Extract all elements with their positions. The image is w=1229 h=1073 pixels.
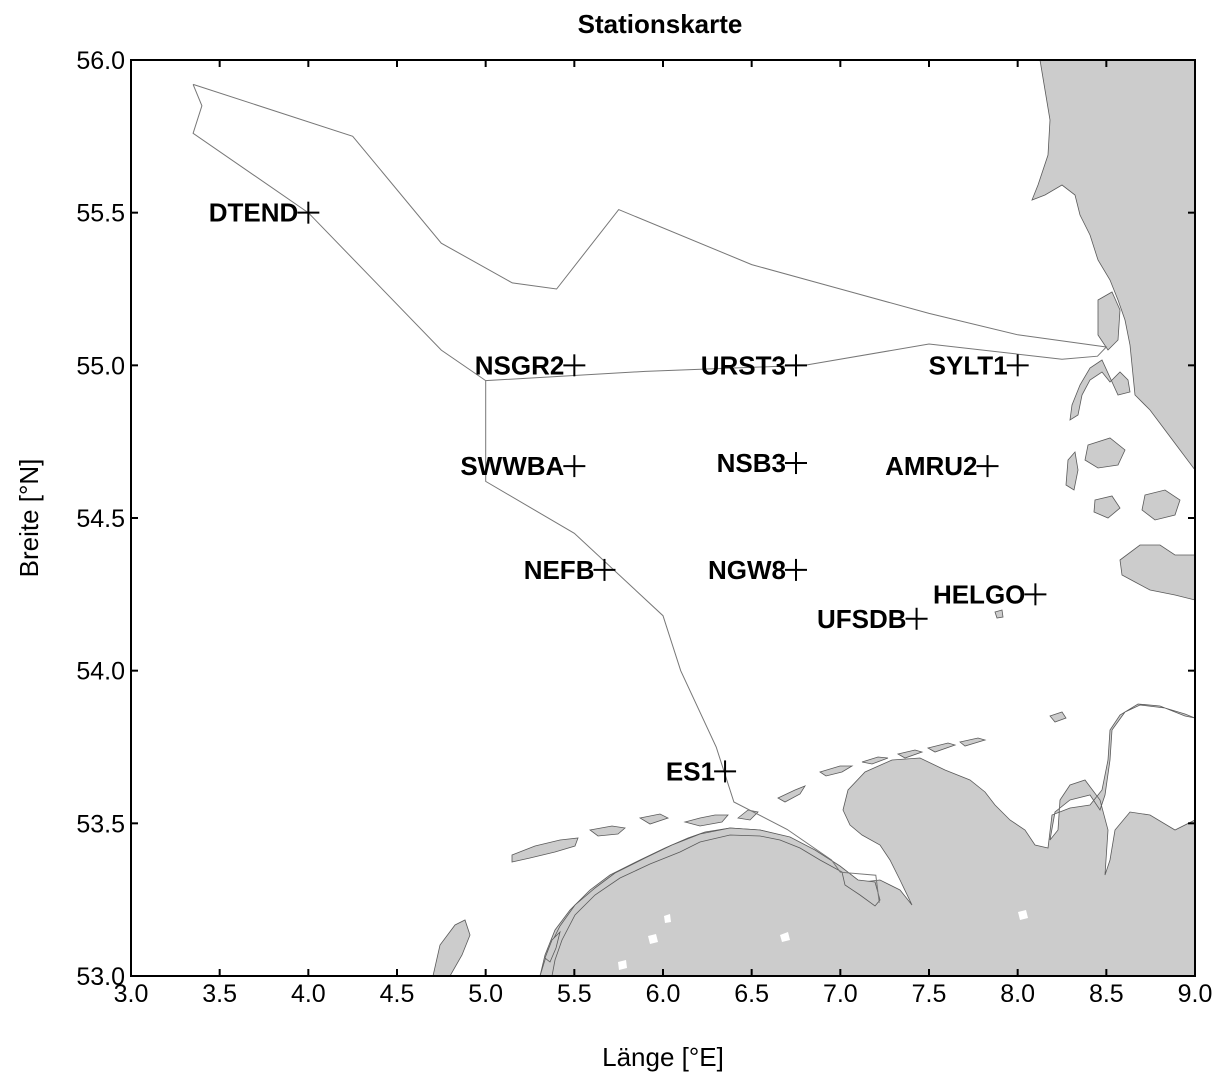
station-label: SWWBA [460,451,564,481]
lake-4 [1018,910,1028,920]
y-tick-label: 56.0 [76,47,125,75]
y-tick-label: 54.0 [76,658,125,686]
y-tick-label: 53.5 [76,810,125,838]
station-label: UFSDB [817,604,907,634]
x-tick-label: 3.5 [202,980,237,1008]
station-sylt1: SYLT1 [929,350,1029,380]
station-helgo: HELGO [933,579,1047,609]
island-borkum [737,809,759,821]
x-tick-label: 7.5 [912,980,947,1008]
station-label: NGW8 [708,555,786,585]
station-label: NSGR2 [475,350,565,380]
y-tick-label: 53.0 [76,963,125,991]
x-tick-label: 6.5 [734,980,769,1008]
station-label: URST3 [701,350,786,380]
station-urst3: URST3 [701,350,807,380]
mainland-ems-region [539,827,881,976]
x-tick-label: 8.0 [1000,980,1035,1008]
island-spiekeroog [926,742,957,753]
map-title: Stationskarte [578,9,743,39]
island-sylt [1069,359,1131,421]
station-label: NSB3 [717,448,786,478]
y-axis-title: Breite [°N] [14,459,44,578]
lake-2 [648,934,658,944]
station-label: ES1 [666,756,715,786]
station-ngw8: NGW8 [708,555,807,585]
x-tick-label: 5.0 [468,980,503,1008]
lake-1 [664,914,671,923]
boundary-line-main [192,83,1108,903]
island-schiermonnikoog [638,813,670,825]
x-tick-label: 8.5 [1089,980,1124,1008]
island-texel [432,919,471,976]
island-vlieland [544,930,561,963]
station-amru2: AMRU2 [885,451,999,481]
island-wangerooge [959,737,987,747]
x-tick-label: 4.0 [291,980,326,1008]
island-baltrum [861,756,889,765]
x-tick-label: 4.5 [380,980,415,1008]
island-amrum [1065,451,1079,491]
station-dtend: DTEND [209,198,320,228]
y-axis: 53.0 53.5 54.0 54.5 55.0 55.5 56.0 [76,47,1195,991]
boundary-line-west [192,84,486,382]
eiderstedt [1119,544,1195,601]
y-tick-label: 54.5 [76,505,125,533]
x-tick-label: 5.5 [557,980,592,1008]
land-layer [432,60,1195,976]
station-nefb: NEFB [524,555,616,585]
stations-layer: DTEND NSGR2 URST3 SYLT1 SWWBA NSB3 AMRU2 NEFB NG… [209,198,1047,786]
x-tick-label: 9.0 [1178,980,1213,1008]
station-nsgr2: NSGR2 [475,350,586,380]
lake-5 [618,960,627,970]
island-neuwerk [1049,711,1067,723]
station-label: DTEND [209,198,299,228]
island-rottumeroog [683,814,729,827]
station-label: SYLT1 [929,350,1008,380]
island-helgoland [994,609,1004,619]
y-tick-label: 55.0 [76,352,125,380]
island-juist [777,785,806,803]
station-label: NEFB [524,555,595,585]
jutland-coast [1031,60,1195,471]
station-label: AMRU2 [885,451,977,481]
x-axis: 3.0 3.5 4.0 4.5 5.0 5.5 6.0 6.5 7.0 7.5 8.0 8.5 9.0 [114,60,1213,1008]
station-swwba: SWWBA [460,451,586,481]
x-tick-label: 7.0 [823,980,858,1008]
lake-3 [780,932,790,942]
station-ufsdb: UFSDB [817,604,928,634]
island-langeoog [896,749,924,759]
island-ameland [589,825,626,837]
station-es1: ES1 [666,756,737,786]
island-fohr [1084,437,1126,469]
x-axis-title: Länge [°E] [602,1042,724,1072]
station-nsb3: NSB3 [717,448,807,478]
x-tick-label: 6.0 [646,980,681,1008]
island-nordstrand [1141,489,1181,521]
island-norderney [819,765,854,777]
island-romo [1097,291,1121,351]
station-label: HELGO [933,579,1025,609]
x-tick-label: 3.0 [114,980,149,1008]
island-pellworm [1093,495,1121,519]
y-tick-label: 55.5 [76,200,125,228]
island-terschelling [511,837,579,863]
eez-boundary [192,83,1108,903]
